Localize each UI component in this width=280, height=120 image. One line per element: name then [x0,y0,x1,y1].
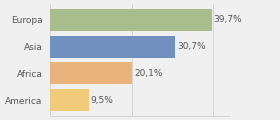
Text: 9,5%: 9,5% [91,96,114,105]
Text: 39,7%: 39,7% [214,15,242,24]
Bar [50,89,89,111]
Bar [50,36,176,58]
Text: 20,1%: 20,1% [134,69,162,78]
Text: 30,7%: 30,7% [177,42,206,51]
Bar [50,9,212,31]
Bar [50,62,132,84]
